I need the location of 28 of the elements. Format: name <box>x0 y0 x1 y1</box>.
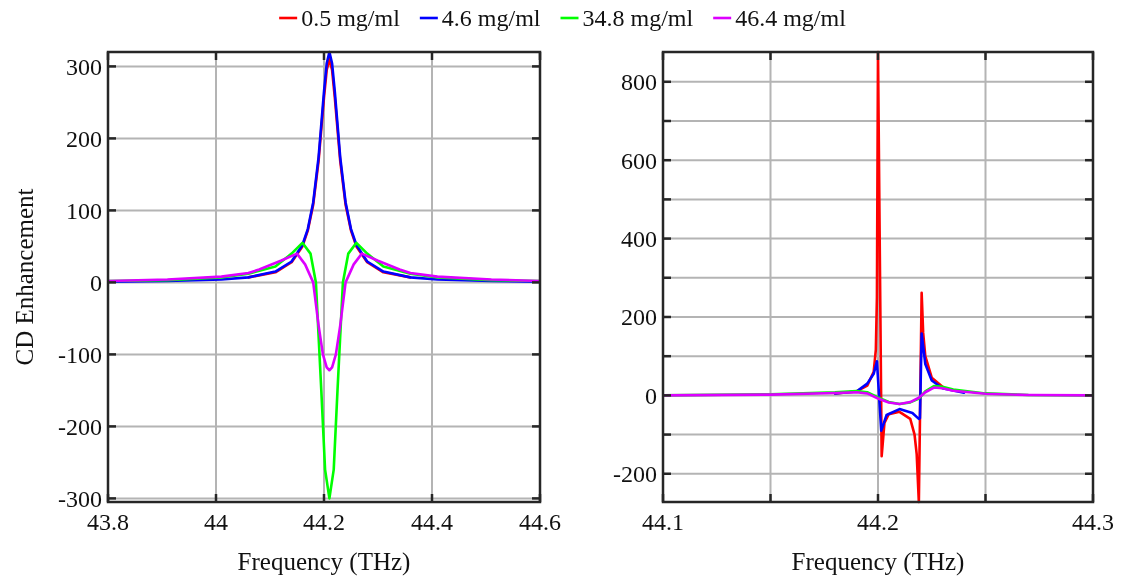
y-tick-label: -200 <box>613 461 657 488</box>
y-tick-label: 600 <box>621 147 657 174</box>
y-tick-label: 0 <box>90 269 102 296</box>
y-axis-title: CD Enhancement <box>11 188 38 366</box>
y-tick-label: -200 <box>58 413 102 440</box>
x-tick-label: 43.8 <box>87 509 129 535</box>
y-tick-label: 100 <box>66 197 102 224</box>
y-tick-label: 800 <box>621 69 657 96</box>
legend-label: 0.5 mg/ml <box>301 5 401 32</box>
legend-label: 4.6 mg/ml <box>441 5 541 32</box>
legend-label: 34.8 mg/ml <box>582 5 694 32</box>
x-tick-label: 44.1 <box>642 509 684 535</box>
y-tick-label: 400 <box>621 225 657 252</box>
x-tick-label: 44 <box>204 509 228 535</box>
x-tick-label: 44.4 <box>411 509 453 535</box>
y-tick-label: -100 <box>58 341 102 368</box>
y-tick-label: 200 <box>621 304 657 331</box>
x-tick-label: 44.2 <box>303 509 345 535</box>
y-tick-label: 200 <box>66 125 102 152</box>
y-tick-label: 300 <box>66 53 102 80</box>
y-tick-label: 0 <box>645 382 657 409</box>
x-tick-label: 44.2 <box>857 509 899 535</box>
x-axis-title: Frequency (THz) <box>791 548 965 576</box>
y-tick-label: -300 <box>58 485 102 512</box>
x-axis-title: Frequency (THz) <box>237 548 411 576</box>
legend-label: 46.4 mg/ml <box>735 5 847 32</box>
x-tick-label: 44.3 <box>1072 509 1114 535</box>
x-tick-label: 44.6 <box>519 509 561 535</box>
